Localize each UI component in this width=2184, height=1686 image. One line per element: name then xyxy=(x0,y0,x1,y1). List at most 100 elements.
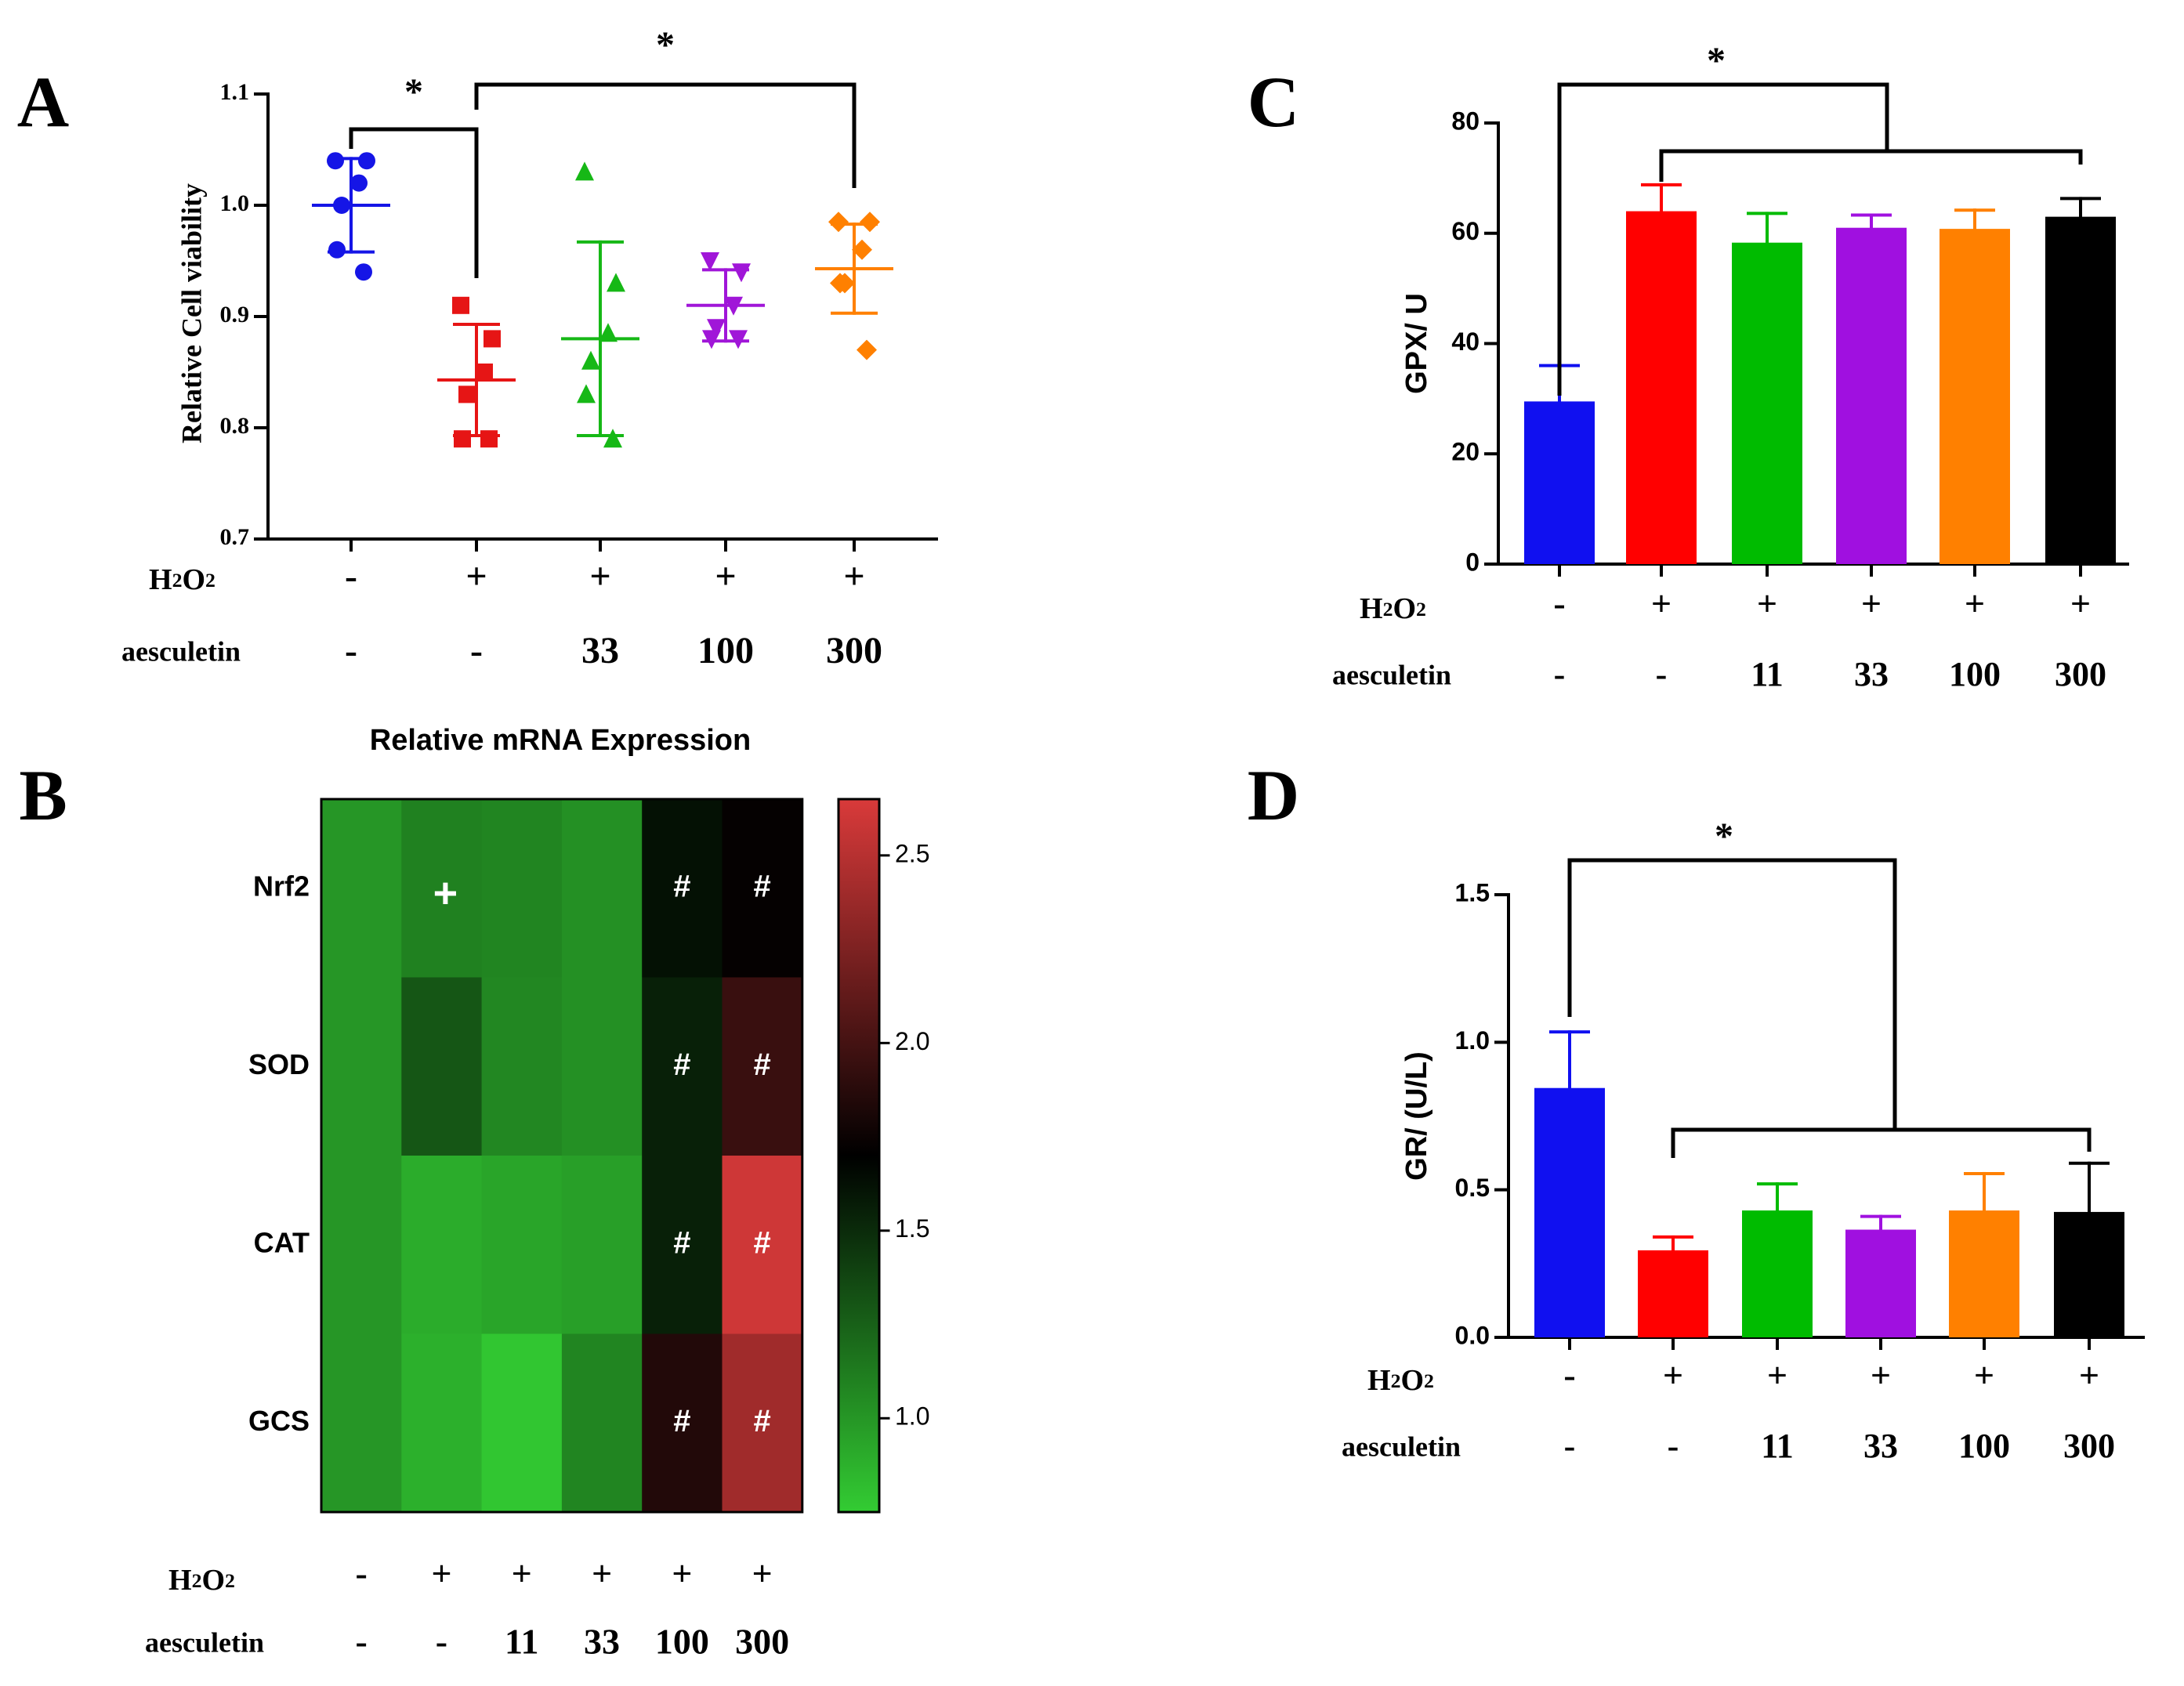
b-colorbar-tick-label: 1.5 xyxy=(895,1214,929,1243)
b-h2o2-value: + xyxy=(431,1554,451,1594)
a-data-point xyxy=(857,339,877,360)
a-data-point xyxy=(599,323,618,342)
a-y-tick-label: 0.7 xyxy=(220,524,250,550)
c-bar xyxy=(1940,229,2010,564)
b-heatmap-cell xyxy=(321,799,402,978)
d-aesculetin-value: 33 xyxy=(1863,1427,1898,1465)
a-data-point xyxy=(852,239,872,260)
b-heatmap-cell xyxy=(481,799,563,978)
b-heatmap-cell xyxy=(642,1333,723,1513)
b-heatmap-cell xyxy=(481,1333,563,1513)
panel-label-c: C xyxy=(1248,62,1299,142)
b-heatmap-cell xyxy=(642,799,723,978)
a-y-tick-label: 1.1 xyxy=(220,79,250,105)
a-significance-bracket xyxy=(474,82,857,188)
a-h2o2-value: + xyxy=(465,555,487,597)
d-aesculetin-value: 300 xyxy=(2063,1427,2115,1465)
b-cell-mark: # xyxy=(673,1047,690,1082)
b-cell-mark: # xyxy=(754,1404,771,1438)
b-aesculetin-value: 300 xyxy=(735,1622,789,1662)
d-h2o2-value: + xyxy=(2079,1355,2099,1395)
a-data-point xyxy=(328,241,346,259)
b-heatmap-cell xyxy=(561,799,643,978)
c-h2o2-value: + xyxy=(1651,584,1672,624)
c-bar xyxy=(1732,242,1802,564)
c-y-tick-label: 80 xyxy=(1451,107,1480,135)
d-bar xyxy=(1845,1229,1916,1337)
a-data-point xyxy=(458,385,476,403)
b-heatmap-title: Relative mRNA Expression xyxy=(370,724,751,757)
b-aesculetin-value: 33 xyxy=(584,1622,620,1662)
a-y-axis-label: Relative Cell viability xyxy=(176,183,207,443)
d-significance-bracket xyxy=(1671,1127,2092,1158)
c-aesculetin-value: 33 xyxy=(1854,655,1889,693)
b-h2o2-label: H2O2 xyxy=(168,1564,235,1597)
a-h2o2-label: H2O2 xyxy=(149,563,216,596)
b-aesculetin-label: aesculetin xyxy=(145,1626,264,1658)
c-y-tick-label: 0 xyxy=(1465,548,1480,576)
d-bar xyxy=(2054,1211,2124,1337)
b-h2o2-value: - xyxy=(355,1554,367,1594)
d-h2o2-value: - xyxy=(1563,1355,1575,1395)
a-aesculetin-value: - xyxy=(470,630,483,671)
b-heatmap-cell xyxy=(642,1156,723,1334)
a-data-point xyxy=(732,263,751,283)
b-row-label: CAT xyxy=(254,1226,310,1258)
d-h2o2-value: + xyxy=(1974,1355,1994,1395)
a-significance-bracket xyxy=(349,127,479,278)
a-data-point xyxy=(701,252,719,271)
a-data-point xyxy=(484,330,501,348)
a-aesculetin-value: 300 xyxy=(826,630,882,671)
c-aesculetin-value: 300 xyxy=(2055,655,2106,693)
a-data-point xyxy=(452,296,469,314)
d-aesculetin-value: - xyxy=(1564,1427,1576,1465)
b-colorbar-tick-label: 2.0 xyxy=(895,1027,929,1055)
b-row-label: GCS xyxy=(248,1405,310,1437)
a-data-point xyxy=(581,350,600,370)
a-h2o2-value: + xyxy=(589,555,610,597)
a-data-point xyxy=(480,430,498,448)
d-h2o2-value: + xyxy=(1767,1355,1787,1395)
a-aesculetin-label: aesculetin xyxy=(121,635,241,667)
b-aesculetin-value: - xyxy=(355,1622,367,1662)
b-heatmap-cell xyxy=(321,1333,402,1513)
c-h2o2-value: + xyxy=(2070,584,2091,624)
a-significance-star: * xyxy=(656,24,675,66)
d-h2o2-value: + xyxy=(1871,1355,1891,1395)
a-y-tick-label: 0.9 xyxy=(220,302,250,327)
a-data-point xyxy=(830,273,850,294)
c-aesculetin-value: 11 xyxy=(1751,655,1784,693)
b-aesculetin-value: 11 xyxy=(505,1622,538,1662)
b-heatmap-cell xyxy=(321,977,402,1156)
b-heatmap-cell xyxy=(401,799,483,978)
b-colorbar-tick-label: 1.0 xyxy=(895,1402,929,1431)
c-h2o2-label: H2O2 xyxy=(1360,592,1426,625)
a-data-point xyxy=(607,273,625,292)
b-cell-mark: # xyxy=(673,1404,690,1438)
b-colorbar xyxy=(837,798,881,1514)
c-aesculetin-label: aesculetin xyxy=(1332,659,1451,690)
a-data-point xyxy=(327,152,344,170)
b-h2o2-value: + xyxy=(592,1554,612,1594)
a-data-point xyxy=(358,152,375,170)
b-heatmap-cell xyxy=(401,1333,483,1513)
d-significance-star: * xyxy=(1715,816,1733,857)
b-row-label: SOD xyxy=(248,1048,310,1080)
a-y-tick-label: 1.0 xyxy=(220,190,250,216)
a-data-point xyxy=(707,319,726,338)
panel-label-a: A xyxy=(17,62,69,142)
c-h2o2-value: - xyxy=(1553,584,1565,624)
b-aesculetin-value: 100 xyxy=(655,1622,709,1662)
b-cell-mark: # xyxy=(754,869,771,903)
d-h2o2-label: H2O2 xyxy=(1367,1364,1434,1397)
b-h2o2-value: + xyxy=(512,1554,532,1594)
b-cell-mark: # xyxy=(754,1225,771,1260)
d-bar xyxy=(1638,1250,1708,1337)
a-data-point xyxy=(729,330,748,349)
c-significance-bracket xyxy=(1659,149,2083,182)
d-y-tick-label: 1.0 xyxy=(1455,1026,1490,1055)
c-y-axis-label: GPX/ U xyxy=(1400,293,1433,394)
a-aesculetin-value: 100 xyxy=(697,630,754,671)
d-aesculetin-label: aesculetin xyxy=(1342,1431,1461,1462)
